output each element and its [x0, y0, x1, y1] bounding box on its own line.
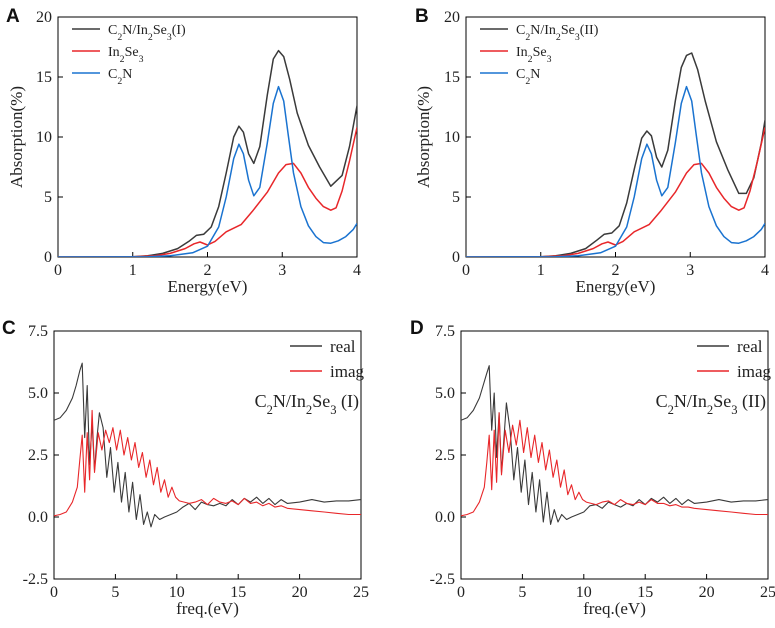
- annotation-label: C2N/In2Se3 (I): [255, 391, 359, 417]
- axes-frame: [57, 16, 358, 258]
- y-tick-label: 10: [444, 129, 460, 146]
- panel-d: D 0 5 10 15 20 25 -2.5 0.0 2.5 5.0 7.5 freq.(eV) real…: [410, 318, 775, 618]
- x-axis-label: freq.(eV): [176, 599, 239, 618]
- y-tick-label: 2.5: [28, 447, 48, 464]
- legend-label: C2N/In2Se3(II): [516, 23, 599, 43]
- series-line-imag: [54, 409, 361, 517]
- legend-label: In2Se3: [108, 45, 144, 65]
- axes-frame: [53, 330, 362, 580]
- y-tick-label: -2.5: [23, 571, 48, 588]
- y-tick-label: 0.0: [28, 509, 48, 526]
- axes-frame: [460, 330, 769, 580]
- legend-label: C2N: [516, 67, 540, 87]
- series-line-imag: [461, 412, 768, 517]
- x-tick-label: 10: [169, 584, 185, 601]
- x-tick-label: 1: [129, 262, 137, 279]
- x-tick-label: 0: [50, 584, 58, 601]
- legend: real imag: [697, 337, 771, 381]
- legend-label: imag: [737, 362, 771, 381]
- legend-label: In2Se3: [516, 45, 552, 65]
- y-tick-label: 0: [44, 249, 52, 266]
- x-tick-label: 20: [699, 584, 715, 601]
- series-line-blue: [466, 85, 765, 257]
- panel-c: C 0 5 10 15 20 25 -2.5 0.0 2.5 5.0 7.5 freq.(eV) real…: [2, 318, 369, 618]
- axes-frame: [465, 16, 766, 258]
- x-tick-label: 0: [457, 584, 465, 601]
- x-tick-label: 25: [353, 584, 369, 601]
- x-tick-label: 2: [612, 262, 620, 279]
- y-tick-label: -2.5: [430, 571, 455, 588]
- y-tick-label: 0: [452, 249, 460, 266]
- series-line-blue: [58, 85, 357, 257]
- series-line-real: [461, 365, 768, 525]
- legend-label: C2N/In2Se3(I): [108, 23, 186, 43]
- x-tick-label: 2: [204, 262, 212, 279]
- y-tick-label: 20: [444, 9, 460, 26]
- panel-letter-d: D: [410, 318, 424, 339]
- y-tick-label: 5: [452, 189, 460, 206]
- x-tick-label: 25: [760, 584, 775, 601]
- x-tick-label: 3: [686, 262, 694, 279]
- y-tick-label: 5.0: [435, 385, 455, 402]
- legend-label: real: [330, 337, 356, 356]
- y-tick-label: 20: [36, 9, 52, 26]
- x-axis-label: Energy(eV): [576, 277, 656, 296]
- x-tick-label: 20: [292, 584, 308, 601]
- x-tick-label: 5: [111, 584, 119, 601]
- series-line-black: [466, 52, 765, 257]
- y-tick-label: 15: [36, 69, 52, 86]
- series-line-real: [54, 362, 361, 528]
- series-line-red: [58, 127, 357, 257]
- x-tick-label: 4: [761, 262, 769, 279]
- y-tick-label: 15: [444, 69, 460, 86]
- y-tick-label: 5: [44, 189, 52, 206]
- x-tick-label: 15: [230, 584, 246, 601]
- x-tick-label: 5: [518, 584, 526, 601]
- legend-label: C2N: [108, 67, 132, 87]
- x-tick-label: 0: [462, 262, 470, 279]
- y-axis-label: Absorption(%): [414, 86, 433, 188]
- y-tick-label: 5.0: [28, 385, 48, 402]
- panel-b: B 0 1 2 3 4 0 5 10 15 20 Energy(eV) Absorption(%) C2N…: [414, 6, 769, 296]
- panel-a: A 0 1 2 3 4 0 5 10 15 20 Energy(eV) Absorption(%) C2N…: [6, 6, 361, 296]
- x-tick-label: 4: [353, 262, 361, 279]
- annotation-label: C2N/In2Se3 (II): [656, 391, 766, 417]
- panel-letter-c: C: [2, 318, 16, 339]
- x-tick-label: 15: [637, 584, 653, 601]
- legend: real imag: [290, 337, 364, 381]
- x-tick-label: 1: [537, 262, 545, 279]
- panel-letter-a: A: [6, 6, 20, 27]
- y-tick-label: 7.5: [28, 323, 48, 340]
- y-tick-label: 0.0: [435, 509, 455, 526]
- x-tick-label: 3: [278, 262, 286, 279]
- y-tick-label: 10: [36, 129, 52, 146]
- x-axis-label: Energy(eV): [168, 277, 248, 296]
- series-line-black: [58, 49, 357, 257]
- panel-letter-b: B: [415, 6, 429, 27]
- y-tick-label: 2.5: [435, 447, 455, 464]
- y-axis-label: Absorption(%): [7, 86, 26, 188]
- y-tick-label: 7.5: [435, 323, 455, 340]
- x-axis-label: freq.(eV): [583, 599, 646, 618]
- legend-label: imag: [330, 362, 364, 381]
- legend-label: real: [737, 337, 763, 356]
- x-tick-label: 10: [576, 584, 592, 601]
- series-line-red: [466, 127, 765, 257]
- x-tick-label: 0: [54, 262, 62, 279]
